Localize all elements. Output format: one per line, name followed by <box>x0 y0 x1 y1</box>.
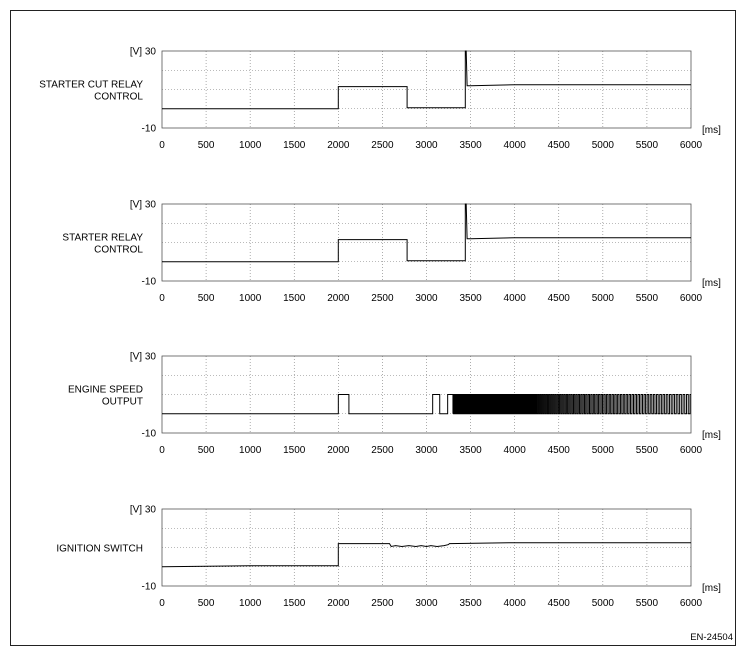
x-tick-label: 2000 <box>327 293 350 304</box>
x-tick-label: 3500 <box>459 293 482 304</box>
x-tick-label: 2500 <box>371 293 394 304</box>
signal-label: CONTROL <box>94 245 143 256</box>
x-tick-label: 4500 <box>548 445 571 456</box>
x-tick-label: 2000 <box>327 445 350 456</box>
x-tick-label: 0 <box>159 445 165 456</box>
x-tick-label: 1500 <box>283 445 306 456</box>
x-tick-label: 1500 <box>283 293 306 304</box>
x-unit-label: [ms] <box>702 278 721 289</box>
waveform-line <box>162 50 691 110</box>
x-tick-label: 1000 <box>239 293 262 304</box>
x-tick-label: 5000 <box>592 140 615 151</box>
x-tick-label: 1000 <box>239 598 262 609</box>
x-tick-label: 5000 <box>592 445 615 456</box>
y-tick-label-bottom: -10 <box>142 277 157 288</box>
x-unit-label: [ms] <box>702 125 721 136</box>
x-tick-label: 4500 <box>548 293 571 304</box>
x-tick-label: 500 <box>198 140 215 151</box>
waveform-line <box>162 203 691 263</box>
x-tick-label: 3000 <box>415 293 438 304</box>
signal-label: STARTER RELAY <box>62 233 143 244</box>
y-tick-label-top: [V] 30 <box>130 47 157 58</box>
x-tick-label: 1500 <box>283 140 306 151</box>
x-tick-label: 5500 <box>636 140 659 151</box>
y-tick-label-top: [V] 30 <box>130 352 157 363</box>
x-tick-label: 4500 <box>548 140 571 151</box>
x-tick-label: 2500 <box>371 140 394 151</box>
signal-label: IGNITION SWITCH <box>56 544 143 555</box>
signal-label: OUTPUT <box>102 397 143 408</box>
x-tick-label: 5500 <box>636 598 659 609</box>
x-tick-label: 4000 <box>504 445 527 456</box>
x-tick-label: 1500 <box>283 598 306 609</box>
x-tick-label: 0 <box>159 140 165 151</box>
x-unit-label: [ms] <box>702 430 721 441</box>
x-tick-label: 4500 <box>548 598 571 609</box>
x-tick-label: 6000 <box>680 140 703 151</box>
x-tick-label: 2500 <box>371 598 394 609</box>
x-tick-label: 1000 <box>239 445 262 456</box>
x-tick-label: 5500 <box>636 445 659 456</box>
y-tick-label-bottom: -10 <box>142 124 157 135</box>
y-tick-label-top: [V] 30 <box>130 200 157 211</box>
signal-label: ENGINE SPEED <box>68 385 143 396</box>
x-tick-label: 5000 <box>592 598 615 609</box>
x-tick-label: 500 <box>198 293 215 304</box>
plot-area <box>161 50 692 129</box>
x-tick-label: 6000 <box>680 293 703 304</box>
x-tick-label: 3500 <box>459 598 482 609</box>
x-tick-label: 1000 <box>239 140 262 151</box>
plot-area <box>161 203 692 282</box>
x-tick-label: 5000 <box>592 293 615 304</box>
waveform-line <box>162 394 691 415</box>
x-tick-label: 4000 <box>504 140 527 151</box>
x-unit-label: [ms] <box>702 583 721 594</box>
x-tick-label: 0 <box>159 293 165 304</box>
y-tick-label-bottom: -10 <box>142 582 157 593</box>
x-tick-label: 6000 <box>680 445 703 456</box>
x-tick-label: 6000 <box>680 598 703 609</box>
x-tick-label: 0 <box>159 598 165 609</box>
chart-4: IGNITION SWITCH [V] 30 -10 [ms] 0 500 1000 1500… <box>56 505 721 610</box>
y-tick-label-top: [V] 30 <box>130 505 157 516</box>
signal-label: STARTER CUT RELAY <box>39 80 143 91</box>
waveform-line <box>161 542 691 568</box>
x-tick-label: 500 <box>198 598 215 609</box>
x-tick-label: 3000 <box>415 140 438 151</box>
x-tick-label: 3000 <box>415 598 438 609</box>
signal-label: CONTROL <box>94 92 143 103</box>
y-tick-label-bottom: -10 <box>142 429 157 440</box>
x-tick-label: 5500 <box>636 293 659 304</box>
x-tick-label: 500 <box>198 445 215 456</box>
x-tick-label: 4000 <box>504 598 527 609</box>
x-tick-label: 2000 <box>327 598 350 609</box>
plot-area <box>161 508 692 587</box>
x-tick-label: 4000 <box>504 293 527 304</box>
figure-frame <box>10 10 736 646</box>
figure-code: EN-24504 <box>690 632 733 643</box>
x-tick-label: 3000 <box>415 445 438 456</box>
x-tick-label: 2000 <box>327 140 350 151</box>
x-tick-label: 3500 <box>459 445 482 456</box>
x-tick-label: 2500 <box>371 445 394 456</box>
x-tick-label: 3500 <box>459 140 482 151</box>
